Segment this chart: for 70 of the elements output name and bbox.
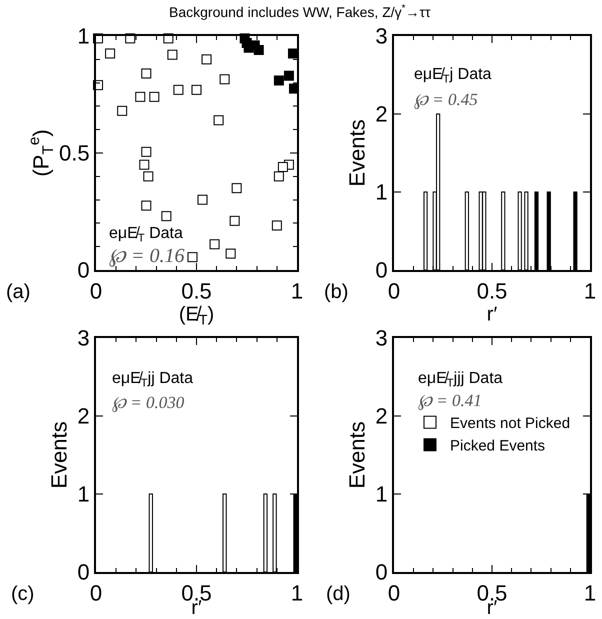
text: (c) (11, 583, 34, 605)
point (141, 200, 152, 211)
point (105, 48, 116, 59)
point (230, 216, 240, 226)
point (161, 211, 172, 222)
x-tick-label: 0.5 (181, 278, 212, 304)
y-axis-title: Events (344, 119, 370, 187)
annotation: eμE̸$_{T}$j Data (414, 66, 492, 86)
point (274, 75, 284, 86)
x-tick-label: 1 (290, 580, 304, 606)
point (135, 92, 146, 102)
point (278, 162, 288, 172)
y-axis-title: Events (46, 421, 72, 489)
point (192, 84, 202, 95)
x-tick-label: 0.5 (476, 278, 508, 304)
point (210, 239, 220, 250)
annotation: ℘ = 0.45 (414, 90, 478, 110)
point (198, 194, 208, 205)
y-tick-label: 3 (77, 326, 90, 351)
legend-label: Events not Picked (450, 415, 570, 432)
point (284, 70, 294, 81)
y-tick-label: 1 (77, 482, 90, 507)
point (143, 171, 154, 182)
point (139, 160, 150, 170)
point (220, 74, 230, 84)
point (288, 48, 298, 59)
x-tick-label: 1 (584, 278, 596, 304)
point (117, 106, 128, 116)
point (232, 183, 242, 194)
x-tick-label: 1 (290, 278, 304, 304)
y-tick-label: 0 (77, 560, 90, 585)
text: (a) (6, 281, 30, 303)
point (173, 84, 184, 95)
point (226, 248, 236, 259)
y-tick-label: 2 (375, 102, 388, 127)
x-tick-label: 1 (584, 580, 596, 606)
y-axis-title: Events (344, 421, 370, 489)
annotation: ℘ = 0.16 (109, 245, 184, 267)
point (214, 115, 224, 126)
y-tick-label: 0 (375, 258, 388, 283)
annotation: ℘ = 0.030 (112, 393, 185, 413)
text: (b) (324, 281, 348, 303)
point (272, 220, 282, 231)
y-tick-label: 0 (375, 560, 388, 585)
x-axis-title: (E̸$_{T}$) (178, 303, 214, 328)
y-tick-label: 3 (375, 326, 388, 351)
point (274, 171, 284, 182)
point (254, 45, 264, 56)
annotation: eμE̸$_{T}$jj Data (112, 370, 194, 390)
y-tick-label: 1 (77, 24, 90, 49)
legend-label: Picked Events (450, 438, 546, 455)
y-tick-label: 0.5 (59, 140, 90, 166)
annotation: eμE̸$_{T}$ Data (109, 225, 183, 244)
chart-title: Background includes WW, Fakes, Z/γ$^{*}$→ττ (169, 3, 431, 20)
point (141, 68, 152, 78)
y-tick-label: 2 (375, 404, 388, 429)
point (187, 252, 198, 262)
point (141, 146, 152, 157)
point (149, 92, 160, 102)
x-axis-title: r′ (486, 303, 498, 326)
point (202, 54, 212, 64)
text: (d) (326, 583, 350, 605)
y-tick-label: 1 (375, 180, 388, 205)
y-tick-label: 0 (77, 258, 90, 283)
y-tick-label: 2 (77, 404, 90, 429)
annotation: ℘ = 0.41 (418, 391, 482, 411)
annotation: eμE̸$_{T}$jjj Data (418, 370, 503, 390)
y-tick-label: 1 (375, 482, 388, 507)
y-tick-label: 3 (375, 24, 388, 49)
point (167, 50, 178, 60)
